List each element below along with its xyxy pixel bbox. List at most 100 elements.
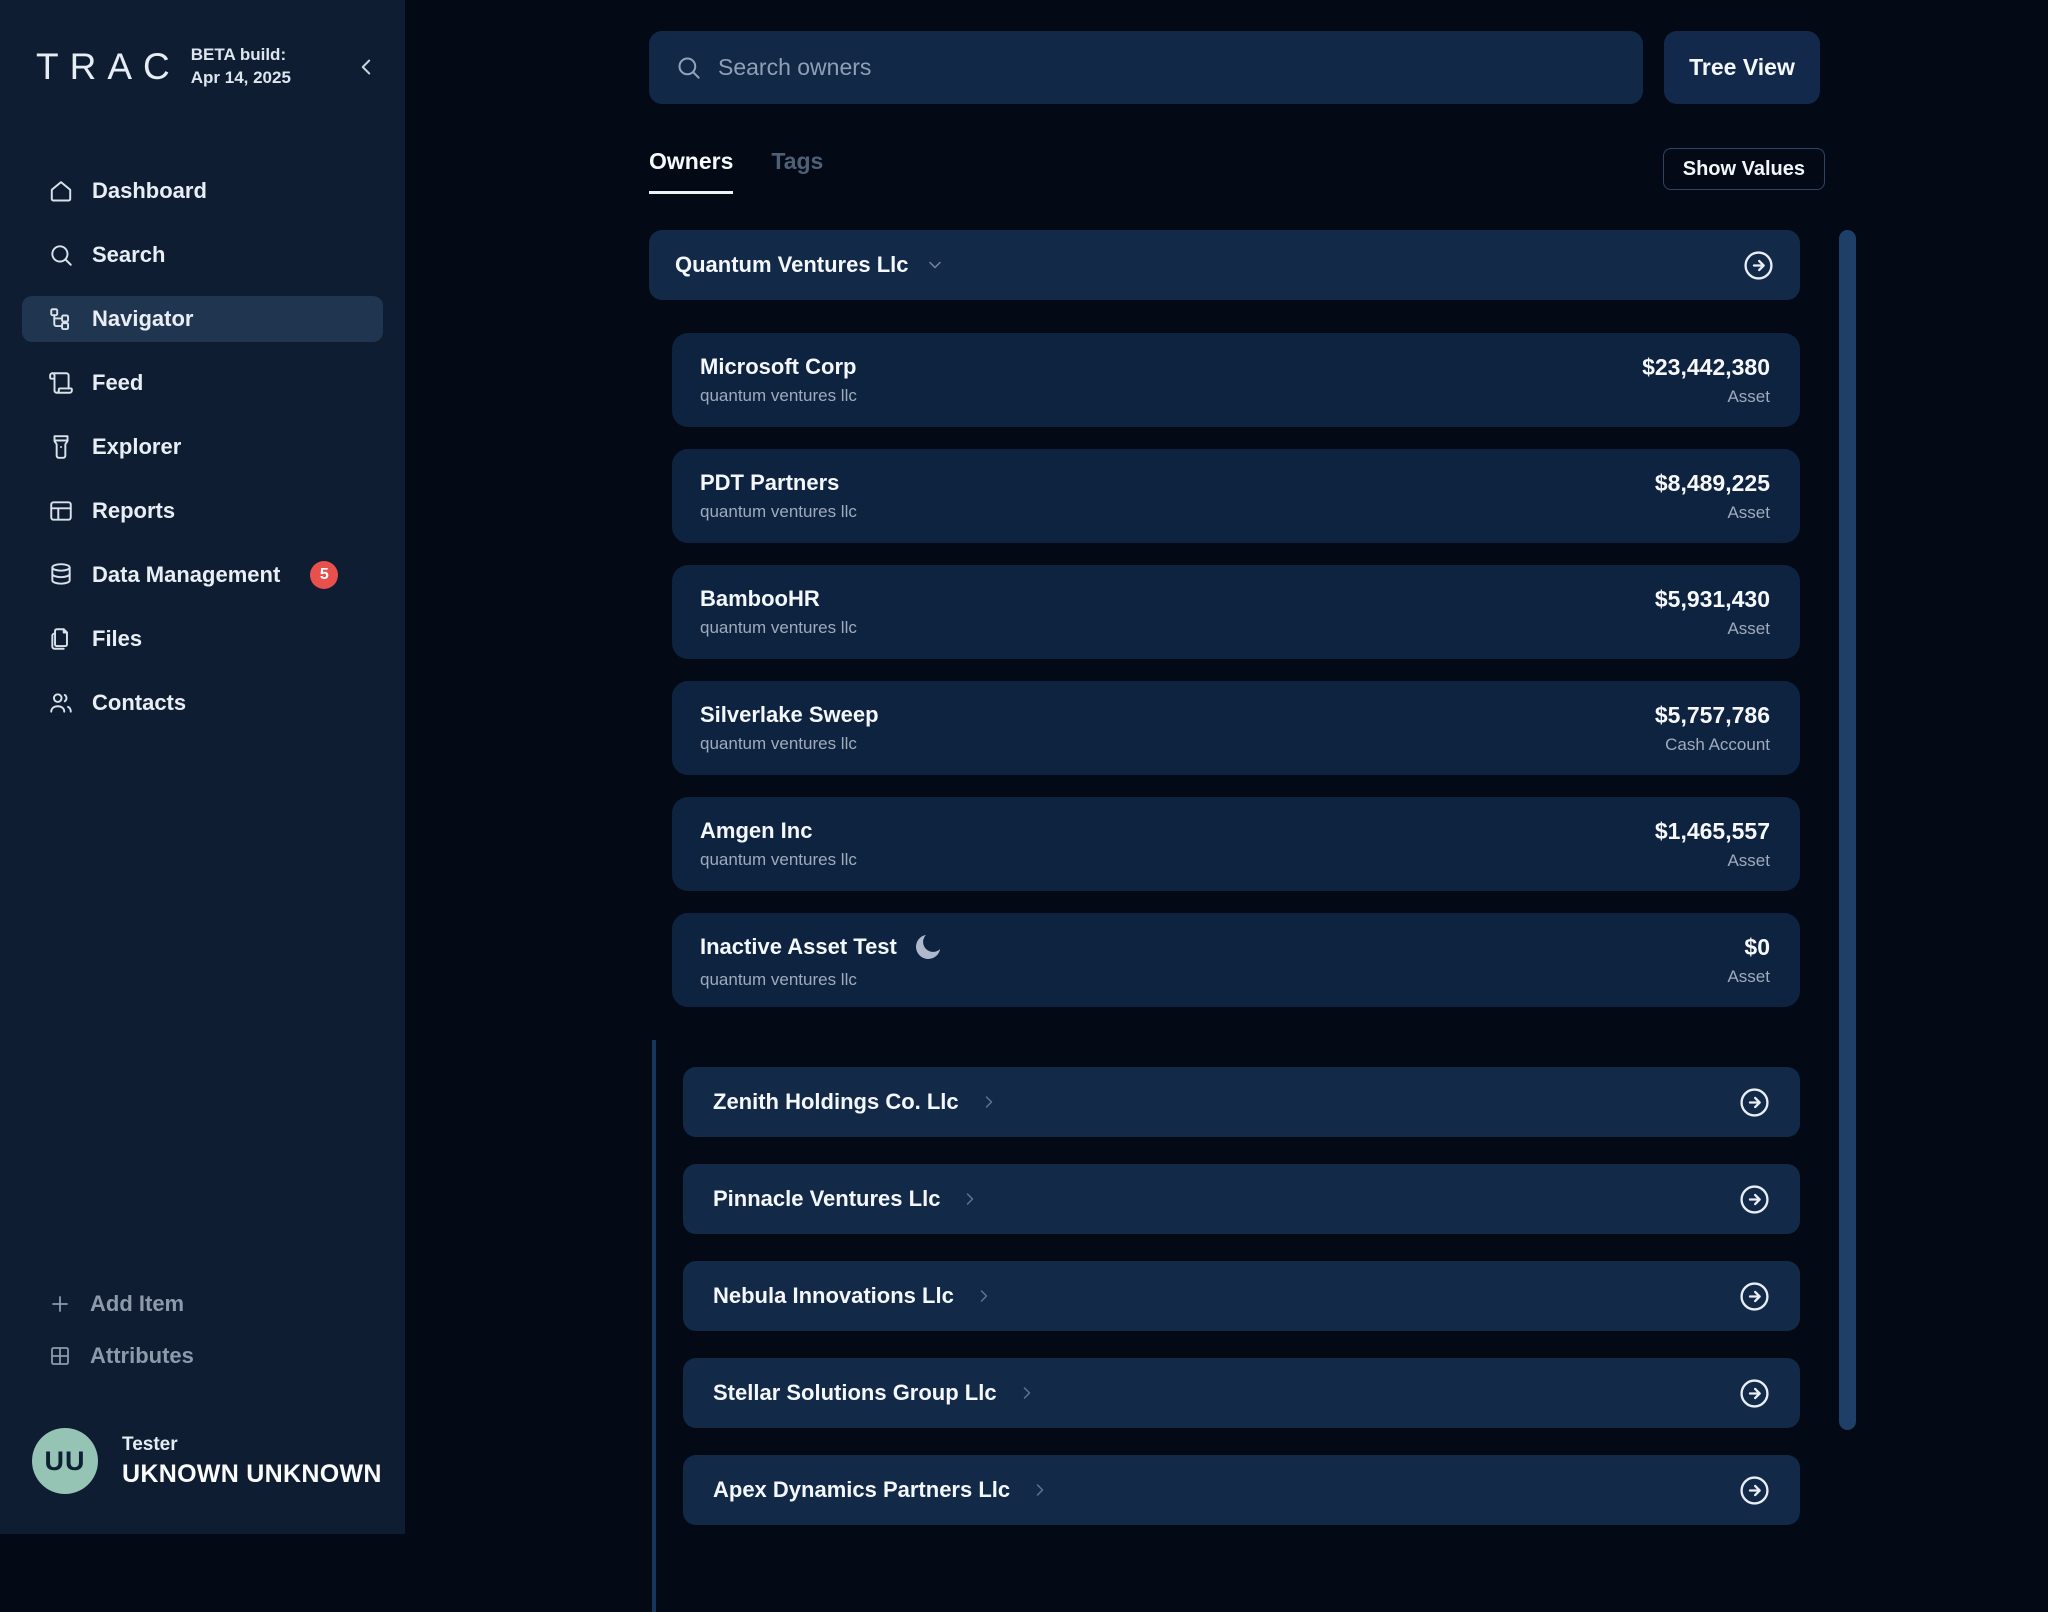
asset-name: BambooHR	[700, 586, 820, 611]
asset-owner: quantum ventures llc	[700, 502, 857, 521]
tree-icon	[48, 306, 74, 332]
sidebar-item-label: Data Management	[92, 561, 281, 587]
asset-type: Asset	[1727, 618, 1770, 638]
asset-type: Asset	[1727, 966, 1770, 986]
open-owner-arrow-icon[interactable]	[1739, 1184, 1770, 1215]
tree-view-button[interactable]: Tree View	[1664, 31, 1820, 104]
asset-name: Inactive Asset Test	[700, 934, 897, 959]
owner-group-collapsed[interactable]: Stellar Solutions Group Llc	[683, 1358, 1800, 1428]
sidebar-item-files[interactable]: Files	[22, 616, 383, 662]
sidebar-item-contacts[interactable]: Contacts	[22, 680, 383, 726]
asset-value: $8,489,225	[1654, 469, 1770, 496]
asset-row[interactable]: Silverlake Sweep quantum ventures llc $5…	[672, 681, 1800, 775]
open-owner-arrow-icon[interactable]	[1739, 1378, 1770, 1409]
owner-group-collapsed[interactable]: Nebula Innovations Llc	[683, 1261, 1800, 1331]
sidebar-item-navigator[interactable]: Navigator	[22, 295, 383, 342]
subgroup-list: Zenith Holdings Co. Llc Pinnacle Venture…	[652, 1040, 1800, 1612]
sidebar-item-reports[interactable]: Reports	[22, 488, 383, 534]
attributes-button[interactable]: Attributes	[22, 1334, 383, 1378]
asset-row[interactable]: Amgen Inc quantum ventures llc $1,465,55…	[672, 797, 1800, 891]
sidebar-item-feed[interactable]: Feed	[22, 360, 383, 406]
asset-type: Asset	[1727, 850, 1770, 870]
chevron-right-icon	[1030, 1480, 1050, 1500]
sidebar-item-data-management[interactable]: Data Management 5	[22, 552, 383, 598]
sidebar-collapse-icon[interactable]	[353, 54, 379, 80]
user-meta: Tester UKNOWN UNKNOWN	[122, 1434, 382, 1489]
asset-valuation: $5,757,786 Cash Account	[1655, 702, 1770, 755]
sidebar-footer: Add Item Attributes UU Tester UKNOWN UNK…	[0, 1282, 405, 1534]
sidebar-nav: Dashboard Search Navigator Feed Explorer	[0, 168, 405, 726]
open-owner-arrow-icon[interactable]	[1739, 1475, 1770, 1506]
asset-owner: quantum ventures llc	[700, 850, 857, 869]
owner-group-collapsed[interactable]: Pinnacle Ventures Llc	[683, 1164, 1800, 1234]
user-role: Tester	[122, 1433, 178, 1455]
user-profile[interactable]: UU Tester UKNOWN UNKNOWN	[22, 1428, 383, 1494]
app-logo: TRAC	[36, 45, 181, 87]
owner-group-name: Apex Dynamics Partners Llc	[713, 1477, 1011, 1502]
build-date: Apr 14, 2025	[190, 67, 291, 87]
sidebar-item-dashboard[interactable]: Dashboard	[22, 168, 383, 214]
asset-name: Silverlake Sweep	[700, 702, 879, 727]
sidebar: TRAC BETA build: Apr 14, 2025 Dashboard …	[0, 0, 405, 1534]
show-values-button[interactable]: Show Values	[1662, 148, 1825, 190]
asset-valuation: $1,465,557 Asset	[1655, 818, 1770, 871]
asset-row[interactable]: Microsoft Corp quantum ventures llc $23,…	[672, 333, 1800, 427]
open-owner-arrow-icon[interactable]	[1743, 250, 1774, 281]
asset-info: Silverlake Sweep quantum ventures llc	[700, 702, 879, 754]
sidebar-item-label: Files	[92, 625, 143, 651]
owner-group-expanded[interactable]: Quantum Ventures Llc	[649, 230, 1800, 300]
asset-valuation: $8,489,225 Asset	[1655, 470, 1770, 523]
asset-owner: quantum ventures llc	[700, 618, 857, 637]
sidebar-header: TRAC BETA build: Apr 14, 2025	[0, 0, 405, 90]
asset-owner: quantum ventures llc	[700, 386, 857, 405]
users-icon	[48, 690, 74, 716]
asset-row[interactable]: PDT Partners quantum ventures llc $8,489…	[672, 449, 1800, 543]
asset-valuation: $0 Asset	[1727, 934, 1770, 987]
asset-list: Microsoft Corp quantum ventures llc $23,…	[649, 333, 1800, 1007]
tab-owners[interactable]: Owners	[649, 148, 734, 194]
asset-info: Amgen Inc quantum ventures llc	[700, 818, 857, 870]
owner-group-name: Pinnacle Ventures Llc	[713, 1186, 941, 1211]
chevron-right-icon	[1017, 1383, 1037, 1403]
sidebar-item-label: Explorer	[92, 433, 182, 459]
main-content: Tree View Owners Tags Show Values Quantu…	[405, 0, 2048, 1612]
sidebar-item-label: Reports	[92, 497, 176, 523]
chevron-down-icon	[925, 255, 945, 275]
build-info: BETA build: Apr 14, 2025	[191, 44, 291, 90]
asset-value: $0	[1744, 933, 1770, 960]
add-item-button[interactable]: Add Item	[22, 1282, 383, 1326]
asset-row[interactable]: BambooHR quantum ventures llc $5,931,430…	[672, 565, 1800, 659]
user-name: UKNOWN UNKNOWN	[122, 1459, 382, 1488]
sidebar-item-search[interactable]: Search	[22, 232, 383, 278]
tab-tags[interactable]: Tags	[771, 148, 824, 174]
owner-group-collapsed[interactable]: Apex Dynamics Partners Llc	[683, 1455, 1800, 1525]
search-owners-input[interactable]	[718, 54, 1617, 81]
moon-inactive-icon	[911, 930, 945, 964]
asset-valuation: $5,931,430 Asset	[1655, 586, 1770, 639]
asset-name: PDT Partners	[700, 470, 840, 495]
build-label: BETA build:	[190, 45, 287, 64]
avatar: UU	[32, 1428, 98, 1494]
search-owners-box[interactable]	[649, 31, 1643, 104]
asset-row-inactive[interactable]: Inactive Asset Test quantum ventures llc…	[672, 913, 1800, 1007]
asset-owner: quantum ventures llc	[700, 970, 857, 989]
sidebar-item-explorer[interactable]: Explorer	[22, 424, 383, 470]
open-owner-arrow-icon[interactable]	[1739, 1087, 1770, 1118]
open-owner-arrow-icon[interactable]	[1739, 1281, 1770, 1312]
asset-name: Amgen Inc	[700, 818, 813, 843]
search-icon	[48, 242, 74, 268]
table-icon	[48, 498, 74, 524]
asset-info: Inactive Asset Test quantum ventures llc	[700, 930, 945, 990]
owner-group-name: Quantum Ventures Llc	[675, 252, 909, 277]
owner-group-name: Stellar Solutions Group Llc	[713, 1380, 997, 1405]
sidebar-item-label: Search	[92, 241, 166, 267]
asset-type: Asset	[1727, 502, 1770, 522]
chevron-right-icon	[974, 1286, 994, 1306]
owner-group-collapsed[interactable]: Zenith Holdings Co. Llc	[683, 1067, 1800, 1137]
scrollbar-thumb[interactable]	[1839, 230, 1856, 1430]
data-management-badge: 5	[310, 560, 339, 589]
asset-info: BambooHR quantum ventures llc	[700, 586, 857, 638]
owner-group-name: Nebula Innovations Llc	[713, 1283, 954, 1308]
asset-value: $5,757,786	[1654, 701, 1770, 728]
asset-info: PDT Partners quantum ventures llc	[700, 470, 857, 522]
